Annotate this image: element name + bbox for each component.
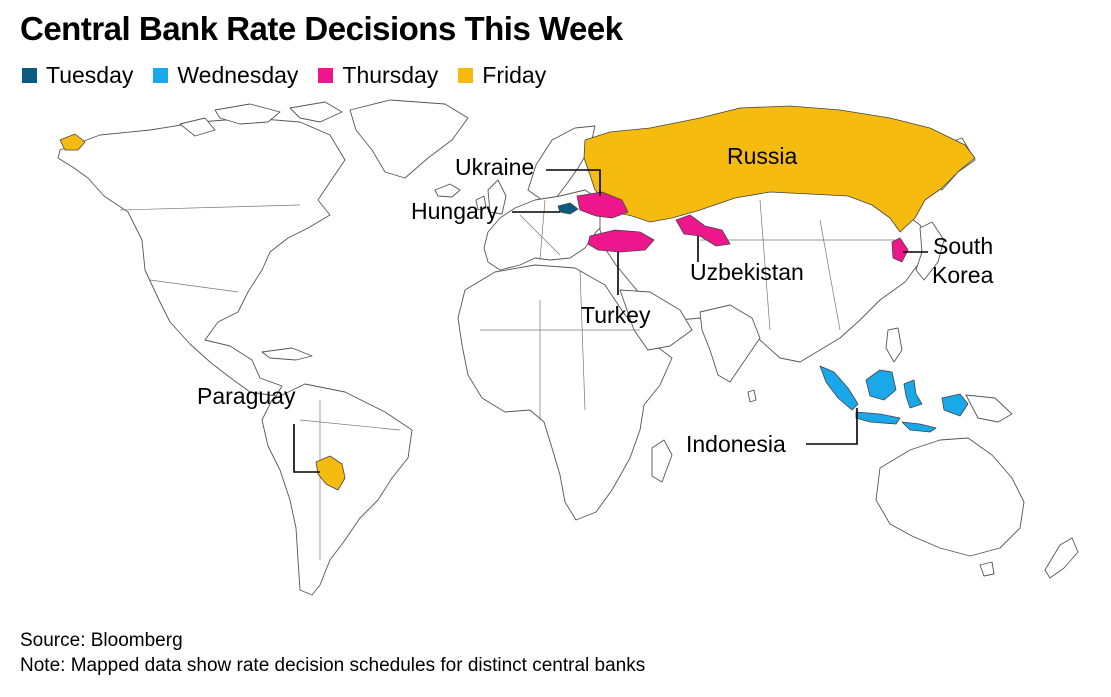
border-europe-2: [539, 199, 546, 261]
land-ireland: [475, 195, 487, 211]
legend-swatch-thursday: [318, 68, 334, 83]
chart-title: Central Bank Rate Decisions This Week: [20, 10, 623, 47]
leader-paraguay: [293, 424, 320, 473]
leader-lines: [293, 169, 928, 473]
region-hungary: [557, 202, 579, 215]
base-land: [57, 99, 1079, 596]
land-sri-lanka: [747, 389, 757, 403]
map-labels: Russia Ukraine Hungary Turkey Uzbekistan…: [197, 143, 994, 457]
border-africa-3: [579, 269, 586, 411]
land-philippines: [885, 327, 903, 363]
region-indonesia-islands: [901, 421, 937, 433]
region-indonesia-papua: [941, 393, 969, 417]
label-hungary: Hungary: [411, 198, 498, 224]
land-australia: [875, 437, 1025, 557]
legend-swatch-friday: [458, 68, 474, 83]
label-south-korea-line1: South: [933, 233, 993, 259]
label-ukraine: Ukraine: [455, 154, 534, 180]
land-arctic-islands-1: [214, 103, 281, 125]
region-turkey: [587, 229, 655, 253]
land-iceland: [434, 183, 461, 198]
land-madagascar: [651, 439, 673, 483]
world-map-svg: Russia Ukraine Hungary Turkey Uzbekistan…: [57, 99, 1079, 596]
region-indonesia-java: [855, 411, 901, 425]
land-india: [699, 304, 761, 383]
legend-swatch-tuesday: [22, 68, 37, 83]
legend-label-tuesday: Tuesday: [46, 62, 134, 88]
label-south-korea-line2: Korea: [932, 262, 994, 288]
source-note: Source: Bloomberg: [20, 630, 183, 651]
label-indonesia: Indonesia: [686, 431, 786, 457]
land-greenland: [349, 99, 469, 179]
land-caribbean: [261, 347, 313, 361]
land-scandinavia: [527, 125, 596, 201]
region-ukraine: [576, 191, 629, 219]
leader-ukraine: [546, 169, 601, 196]
border-asia-3: [819, 219, 841, 331]
land-tasmania: [979, 561, 995, 577]
border-sa-1: [299, 419, 401, 431]
land-new-guinea: [965, 394, 1013, 423]
legend-item-tuesday: Tuesday: [22, 62, 133, 89]
label-uzbekistan: Uzbekistan: [690, 259, 804, 285]
border-us-canada: [119, 204, 301, 211]
land-arabia: [619, 289, 693, 351]
highlighted-countries: [59, 105, 976, 491]
region-south-korea: [891, 237, 909, 263]
footnote: Note: Mapped data show rate decision sch…: [20, 655, 646, 676]
region-uzbekistan: [675, 214, 731, 247]
legend-item-friday: Friday: [458, 62, 546, 89]
land-africa: [457, 264, 673, 521]
region-indonesia-sulawesi: [903, 379, 923, 409]
legend-label-wednesday: Wednesday: [177, 62, 299, 88]
land-japan: [915, 221, 945, 281]
label-turkey: Turkey: [581, 302, 651, 328]
label-paraguay: Paraguay: [197, 383, 296, 409]
legend-label-friday: Friday: [482, 62, 547, 88]
legend-swatch-wednesday: [153, 68, 169, 83]
world-map: Russia Ukraine Hungary Turkey Uzbekistan…: [0, 95, 1111, 625]
region-indonesia-sumatra: [819, 365, 859, 411]
legend-label-thursday: Thursday: [342, 62, 439, 88]
land-arctic-islands-3: [179, 117, 216, 137]
land-new-zealand: [1044, 537, 1079, 579]
legend-item-wednesday: Wednesday: [153, 62, 298, 89]
label-russia: Russia: [727, 143, 798, 169]
land-uk: [487, 179, 507, 215]
legend-item-thursday: Thursday: [318, 62, 438, 89]
land-north-america: [57, 117, 346, 397]
border-europe-1: [519, 214, 561, 256]
region-paraguay: [315, 455, 346, 491]
land-arctic-islands-2: [289, 101, 343, 123]
internal-borders: [119, 199, 900, 560]
border-us-mexico: [149, 279, 239, 293]
legend: Tuesday Wednesday Thursday Friday: [22, 62, 566, 89]
border-asia-2: [759, 199, 771, 331]
leader-indonesia: [806, 408, 858, 445]
region-alaska-tip: [59, 133, 86, 151]
region-indonesia-borneo: [865, 369, 897, 401]
